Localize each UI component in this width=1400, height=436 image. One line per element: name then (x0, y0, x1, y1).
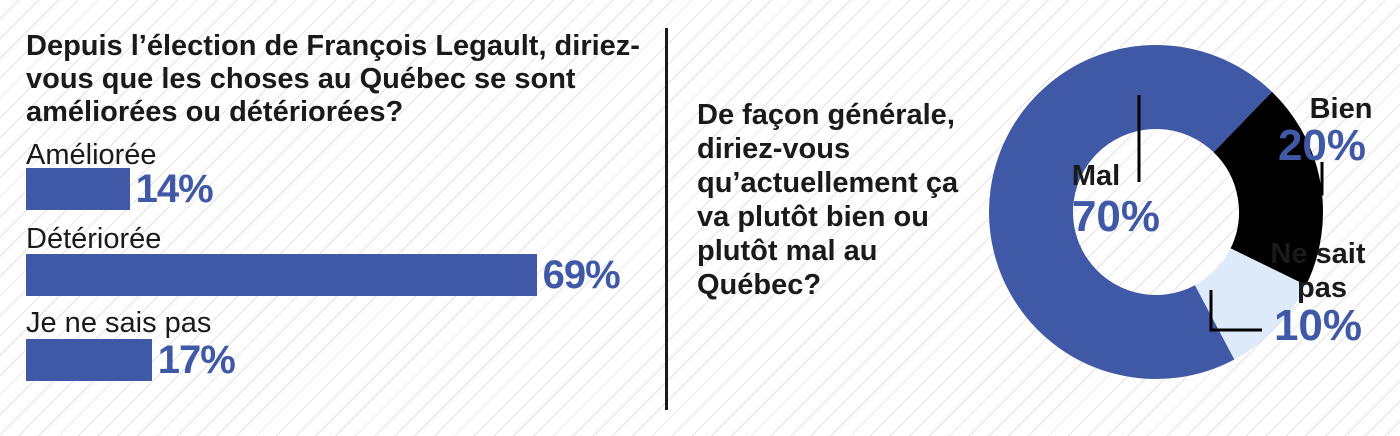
bar-value-ne-sais-pas: 17% (157, 338, 236, 382)
donut-slice-mal (989, 45, 1272, 379)
leader-line-ne-sait-pas (1209, 290, 1262, 332)
slice-value-bien: 20% (1278, 121, 1366, 170)
bar-label-ne-sais-pas: Je ne sais pas (26, 307, 212, 339)
bar-label-deterioree: Détériorée (26, 223, 162, 255)
bar-chart-panel: Depuis l’élection de François Legault, d… (0, 0, 660, 436)
bar-amelioree (26, 168, 130, 210)
bar-value-amelioree: 14% (135, 167, 214, 211)
bar-chart-title: Depuis l’élection de François Legault, d… (26, 30, 640, 128)
slice-label-ne-sait-pas-line2: pas (1297, 272, 1347, 304)
donut-slice-ne-sait-pas (1193, 247, 1307, 360)
slice-label-bien: Bien (1310, 93, 1373, 125)
bar-label-amelioree: Améliorée (26, 139, 157, 171)
slice-value-mal: 70% (1072, 192, 1160, 241)
donut-slice-bien (1212, 91, 1323, 286)
donut-chart-title: De façon générale, diriez-vous qu’actuel… (697, 99, 959, 301)
slice-value-ne-sait-pas: 10% (1274, 301, 1362, 350)
slice-label-ne-sait-pas: Ne sait pas (1270, 238, 1373, 304)
slice-label-ne-sait-pas-line1: Ne sait (1270, 238, 1365, 270)
bar-deterioree (26, 254, 537, 296)
bar-value-deterioree: 69% (542, 253, 621, 297)
bar-ne-sais-pas (26, 339, 152, 381)
divider (665, 28, 668, 410)
slice-label-mal: Mal (1072, 160, 1120, 192)
leader-line-bien (1272, 162, 1324, 196)
